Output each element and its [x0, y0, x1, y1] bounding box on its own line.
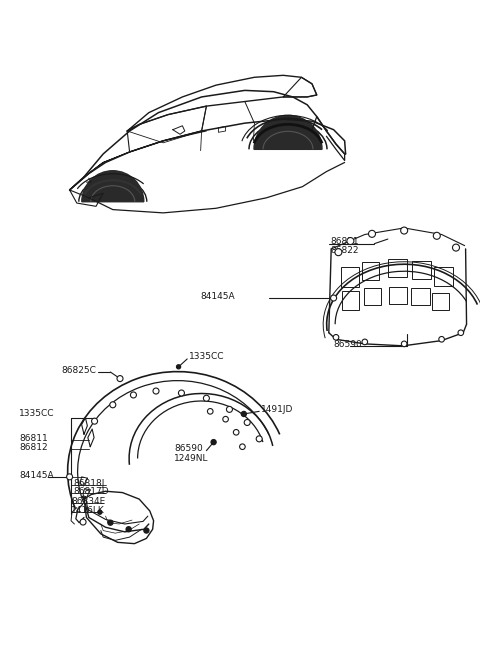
Circle shape [110, 402, 116, 408]
Circle shape [369, 231, 375, 237]
Text: 86811: 86811 [19, 434, 48, 443]
Circle shape [108, 520, 113, 525]
Text: 1335CC: 1335CC [19, 409, 55, 419]
Circle shape [244, 419, 250, 426]
Bar [342, 291, 359, 310]
Circle shape [117, 375, 123, 382]
Circle shape [227, 406, 232, 413]
Circle shape [144, 528, 149, 533]
Circle shape [80, 519, 86, 525]
Bar [362, 262, 379, 280]
Circle shape [433, 233, 440, 239]
Bar [341, 267, 359, 287]
Circle shape [98, 510, 102, 514]
Bar [388, 259, 407, 277]
Circle shape [439, 337, 444, 342]
Circle shape [179, 390, 184, 396]
Text: 86821: 86821 [330, 236, 359, 246]
Circle shape [153, 388, 159, 394]
Text: 86812: 86812 [19, 443, 48, 452]
Bar [389, 287, 407, 304]
Text: 86590: 86590 [334, 340, 362, 349]
Text: 86822: 86822 [330, 246, 359, 255]
Circle shape [131, 392, 136, 398]
Bar [364, 288, 381, 305]
Circle shape [207, 409, 213, 414]
Circle shape [233, 430, 239, 435]
Text: 86834E: 86834E [71, 496, 105, 506]
Circle shape [256, 436, 262, 442]
Circle shape [177, 365, 180, 369]
Text: 1335CC: 1335CC [189, 352, 224, 362]
Text: 86817D: 86817D [73, 487, 109, 496]
Text: 1491JD: 1491JD [261, 405, 293, 414]
Circle shape [331, 295, 336, 301]
Text: 86818J: 86818J [73, 479, 105, 488]
Circle shape [67, 474, 72, 480]
Text: 1249NL: 1249NL [174, 454, 209, 463]
Circle shape [347, 238, 354, 244]
Circle shape [241, 411, 246, 417]
Circle shape [126, 527, 131, 532]
Text: 84145A: 84145A [19, 471, 54, 480]
Circle shape [240, 444, 245, 449]
Circle shape [333, 335, 339, 340]
Circle shape [335, 249, 342, 255]
Bar [434, 267, 453, 286]
Bar [412, 261, 431, 279]
Bar [411, 288, 430, 305]
Circle shape [401, 341, 407, 346]
Bar [432, 293, 449, 310]
Circle shape [362, 339, 368, 345]
Circle shape [453, 244, 459, 251]
Wedge shape [254, 115, 322, 149]
Circle shape [401, 227, 408, 234]
Circle shape [211, 440, 216, 445]
Text: 86825C: 86825C [61, 366, 96, 375]
Circle shape [92, 418, 97, 424]
Wedge shape [82, 171, 144, 202]
Text: 84145A: 84145A [201, 291, 235, 301]
Circle shape [223, 417, 228, 422]
Text: 1416LK: 1416LK [71, 506, 105, 515]
Circle shape [204, 395, 209, 402]
Circle shape [458, 330, 464, 335]
Text: 86590: 86590 [174, 444, 203, 453]
